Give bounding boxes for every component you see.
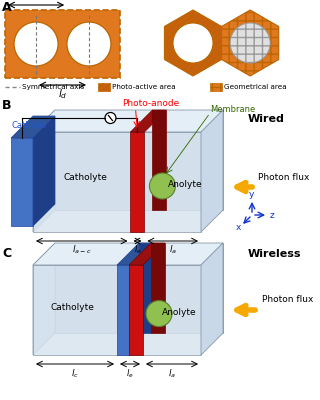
Text: z: z [270,210,275,220]
Polygon shape [33,243,223,265]
Polygon shape [55,243,223,333]
Text: Photo-anode: Photo-anode [122,99,179,108]
Polygon shape [131,132,144,232]
Polygon shape [55,110,223,210]
Polygon shape [139,243,151,333]
Text: Wired: Wired [248,114,285,124]
Bar [98,83,110,91]
Circle shape [146,301,172,326]
Text: $l_e$: $l_e$ [133,244,141,256]
Circle shape [105,112,116,124]
Polygon shape [11,138,33,226]
Text: B: B [2,99,12,112]
Polygon shape [33,110,223,132]
Polygon shape [164,10,221,76]
Text: Anolyte: Anolyte [162,308,196,317]
Text: $l_{a-c}$: $l_{a-c}$ [72,244,92,256]
Polygon shape [201,243,223,355]
Text: Photo-active area: Photo-active area [112,84,176,90]
Text: $l_d$: $l_d$ [58,87,67,101]
Bar [210,83,222,91]
Polygon shape [33,243,55,355]
Text: $l_e$: $l_e$ [126,367,134,380]
Polygon shape [117,265,129,355]
Polygon shape [129,243,165,265]
Text: A: A [2,1,12,14]
Polygon shape [33,116,55,226]
Text: $l_a$: $l_a$ [169,244,177,256]
Text: Catholyte: Catholyte [50,303,94,312]
Text: C: C [2,247,11,260]
Circle shape [67,22,111,66]
Text: Photon flux: Photon flux [262,296,313,304]
Polygon shape [117,243,151,265]
Circle shape [149,173,175,199]
Text: Membrane: Membrane [210,105,255,114]
Polygon shape [11,116,55,138]
Text: Anolyte: Anolyte [168,180,203,189]
Text: y: y [248,190,254,199]
Text: x: x [235,223,241,232]
Text: Photon flux: Photon flux [258,172,309,182]
Polygon shape [151,243,165,333]
Polygon shape [33,265,201,355]
Text: Symmetrical axis: Symmetrical axis [22,84,84,90]
Polygon shape [152,110,166,210]
Polygon shape [221,10,279,76]
Circle shape [14,22,58,66]
Text: Catholyte: Catholyte [63,173,108,182]
Polygon shape [129,265,143,355]
Circle shape [173,23,213,63]
Polygon shape [201,110,223,232]
Text: Cathode: Cathode [12,121,47,130]
Polygon shape [33,132,201,232]
Text: Wireless: Wireless [248,249,301,259]
Polygon shape [131,110,166,132]
FancyBboxPatch shape [5,10,120,78]
Circle shape [230,23,270,63]
Polygon shape [33,110,55,232]
Text: $l_a$: $l_a$ [168,367,176,380]
Text: $l_p$: $l_p$ [31,0,41,3]
Text: Geometrical area: Geometrical area [224,84,287,90]
Text: $l_c$: $l_c$ [71,367,79,380]
